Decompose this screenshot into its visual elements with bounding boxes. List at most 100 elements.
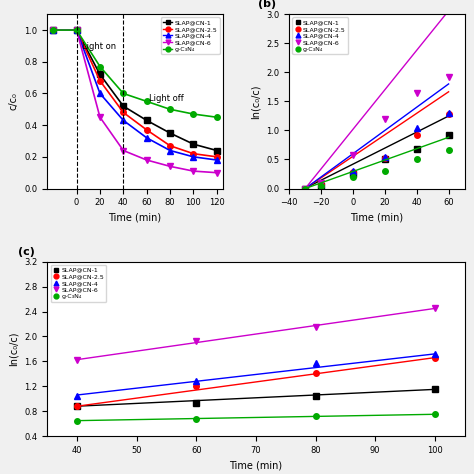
SLAP@CN-2.5 [382, 155, 388, 161]
g-C₃N₄ [144, 99, 150, 104]
SLAP@CN-4 [382, 154, 388, 159]
g-C₃N₄ [313, 413, 319, 419]
g-C₃N₄ [302, 186, 308, 191]
SLAP@CN-1 [414, 146, 419, 152]
g-C₃N₄ [382, 168, 388, 174]
SLAP@CN-6 [193, 338, 199, 344]
SLAP@CN-1 [214, 148, 219, 154]
Y-axis label: c/c₀: c/c₀ [9, 92, 19, 110]
SLAP@CN-4 [97, 91, 103, 96]
SLAP@CN-4 [167, 148, 173, 154]
SLAP@CN-6 [382, 116, 388, 122]
g-C₃N₄ [214, 114, 219, 120]
SLAP@CN-6 [313, 324, 319, 330]
g-C₃N₄ [414, 156, 419, 162]
g-C₃N₄ [74, 418, 80, 423]
g-C₃N₄ [50, 27, 56, 33]
Line: SLAP@CN-4: SLAP@CN-4 [50, 27, 219, 163]
Line: SLAP@CN-4: SLAP@CN-4 [74, 351, 438, 398]
SLAP@CN-6 [214, 170, 219, 175]
SLAP@CN-6 [120, 148, 126, 154]
SLAP@CN-2.5 [318, 182, 324, 187]
SLAP@CN-2.5 [414, 132, 419, 137]
Legend: SLAP@CN-1, SLAP@CN-2.5, SLAP@CN-4, SLAP@CN-6, g-C₃N₄: SLAP@CN-1, SLAP@CN-2.5, SLAP@CN-4, SLAP@… [292, 18, 348, 54]
SLAP@CN-2.5 [313, 370, 319, 375]
SLAP@CN-2.5 [432, 356, 438, 361]
SLAP@CN-4 [144, 135, 150, 141]
SLAP@CN-2.5 [446, 111, 451, 117]
SLAP@CN-1 [167, 130, 173, 136]
SLAP@CN-1 [302, 186, 308, 191]
Text: Light on: Light on [82, 42, 117, 51]
g-C₃N₄ [97, 64, 103, 69]
Line: SLAP@CN-4: SLAP@CN-4 [302, 110, 451, 191]
Line: SLAP@CN-6: SLAP@CN-6 [302, 74, 451, 191]
SLAP@CN-4 [414, 125, 419, 130]
SLAP@CN-4 [193, 378, 199, 384]
Text: (b): (b) [258, 0, 276, 9]
g-C₃N₄ [120, 91, 126, 96]
SLAP@CN-6 [74, 356, 80, 362]
Line: SLAP@CN-1: SLAP@CN-1 [74, 387, 438, 409]
SLAP@CN-1 [191, 141, 196, 147]
g-C₃N₄ [432, 411, 438, 417]
Text: (c): (c) [18, 247, 35, 257]
Line: SLAP@CN-1: SLAP@CN-1 [302, 132, 451, 191]
SLAP@CN-4 [432, 351, 438, 357]
SLAP@CN-4 [446, 110, 451, 116]
X-axis label: Time (min): Time (min) [350, 213, 403, 223]
SLAP@CN-1 [97, 72, 103, 77]
Legend: SLAP@CN-1, SLAP@CN-2.5, SLAP@CN-4, SLAP@CN-6, g-C₃N₄: SLAP@CN-1, SLAP@CN-2.5, SLAP@CN-4, SLAP@… [161, 18, 219, 54]
SLAP@CN-2.5 [74, 403, 80, 409]
Y-axis label: ln(c₀/c): ln(c₀/c) [251, 84, 261, 118]
g-C₃N₄ [350, 174, 356, 180]
g-C₃N₄ [167, 107, 173, 112]
SLAP@CN-4 [74, 393, 80, 399]
SLAP@CN-1 [50, 27, 56, 33]
SLAP@CN-1 [318, 183, 324, 189]
Y-axis label: ln(c₀/c): ln(c₀/c) [9, 332, 19, 366]
SLAP@CN-4 [302, 186, 308, 191]
Legend: SLAP@CN-1, SLAP@CN-2.5, SLAP@CN-4, SLAP@CN-6, g-C₃N₄: SLAP@CN-1, SLAP@CN-2.5, SLAP@CN-4, SLAP@… [51, 265, 106, 302]
X-axis label: Time (min): Time (min) [229, 460, 283, 470]
SLAP@CN-2.5 [144, 127, 150, 133]
SLAP@CN-1 [144, 118, 150, 123]
SLAP@CN-2.5 [214, 154, 219, 160]
SLAP@CN-1 [432, 386, 438, 392]
SLAP@CN-6 [446, 74, 451, 80]
SLAP@CN-6 [350, 152, 356, 158]
SLAP@CN-1 [74, 403, 80, 409]
SLAP@CN-1 [382, 156, 388, 162]
SLAP@CN-6 [318, 180, 324, 186]
Text: Light off: Light off [149, 94, 184, 103]
Line: SLAP@CN-6: SLAP@CN-6 [74, 306, 438, 362]
SLAP@CN-4 [313, 360, 319, 365]
g-C₃N₄ [318, 183, 324, 189]
SLAP@CN-6 [432, 306, 438, 311]
SLAP@CN-1 [74, 27, 80, 33]
SLAP@CN-6 [191, 168, 196, 174]
SLAP@CN-6 [97, 114, 103, 120]
SLAP@CN-2.5 [97, 78, 103, 83]
SLAP@CN-6 [74, 27, 80, 33]
SLAP@CN-4 [50, 27, 56, 33]
SLAP@CN-4 [191, 154, 196, 160]
SLAP@CN-1 [446, 132, 451, 138]
SLAP@CN-4 [120, 118, 126, 123]
SLAP@CN-2.5 [74, 27, 80, 33]
SLAP@CN-1 [350, 171, 356, 177]
Line: g-C₃N₄: g-C₃N₄ [302, 147, 451, 191]
SLAP@CN-4 [350, 168, 356, 174]
SLAP@CN-4 [74, 27, 80, 33]
g-C₃N₄ [446, 147, 451, 153]
SLAP@CN-2.5 [50, 27, 56, 33]
SLAP@CN-2.5 [350, 169, 356, 175]
g-C₃N₄ [74, 27, 80, 33]
g-C₃N₄ [193, 416, 199, 421]
Line: SLAP@CN-2.5: SLAP@CN-2.5 [302, 111, 451, 191]
Line: SLAP@CN-2.5: SLAP@CN-2.5 [50, 27, 219, 160]
SLAP@CN-2.5 [167, 143, 173, 148]
Line: g-C₃N₄: g-C₃N₄ [50, 27, 219, 120]
Line: SLAP@CN-6: SLAP@CN-6 [50, 27, 219, 175]
SLAP@CN-2.5 [193, 383, 199, 389]
